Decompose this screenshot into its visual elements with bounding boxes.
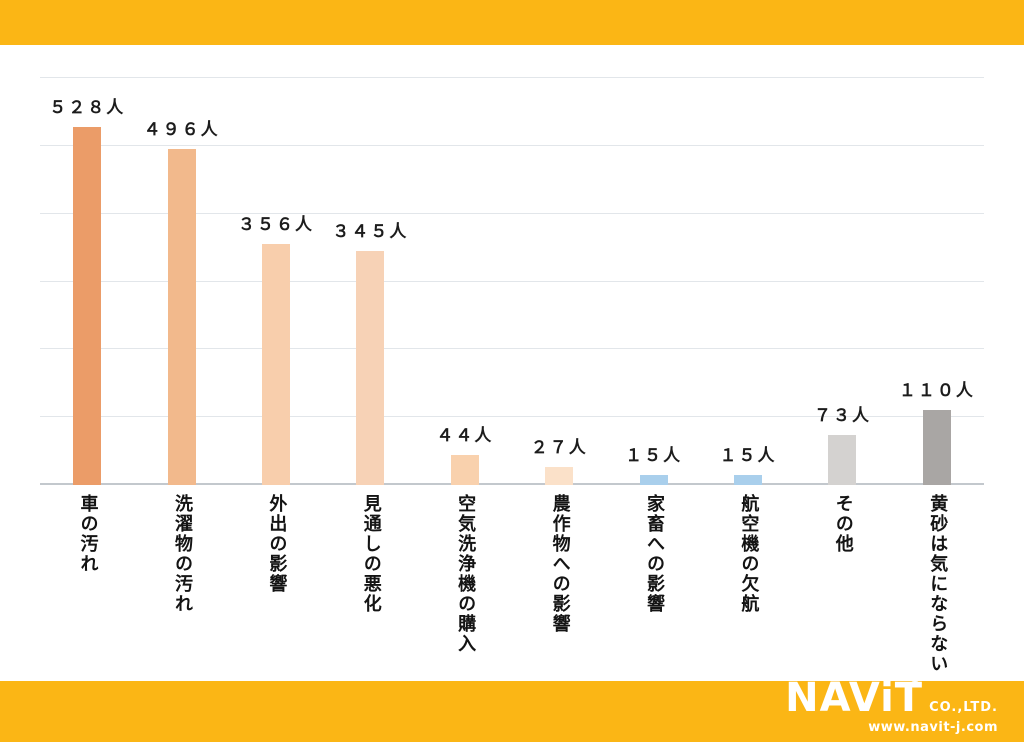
category-cell: 黄砂は気にならない xyxy=(890,494,984,674)
bar xyxy=(73,126,102,485)
category-cell: 航空機の欠航 xyxy=(701,494,795,674)
bar-column: ２７人 xyxy=(512,78,606,485)
gridline xyxy=(40,212,984,214)
bar-category-label: その他 xyxy=(832,494,854,554)
logo-website: www.navit-j.com xyxy=(868,720,998,735)
bar xyxy=(734,474,763,485)
bar xyxy=(262,243,291,485)
bar xyxy=(545,466,574,485)
bar-column: ５２８人 xyxy=(40,78,134,485)
logo-suffix: CO.,LTD. xyxy=(929,700,998,715)
bar xyxy=(167,148,196,485)
gridline xyxy=(40,77,984,78)
gridline xyxy=(40,416,984,418)
category-cell: 外出の影響 xyxy=(229,494,323,674)
logo-text: NAViT xyxy=(785,675,924,721)
bar xyxy=(450,455,479,485)
bar-value-label: ４９６人 xyxy=(143,119,220,140)
bar-value-label: ３５６人 xyxy=(238,214,315,235)
bar xyxy=(828,435,857,485)
bar-category-label: 車の汚れ xyxy=(77,494,99,574)
bars-row: ５２８人 ４９６人 ３５６人 ３４５人 ４４人 ２７人 １５人 １５人 ７３人 １１０人 xyxy=(40,78,984,485)
bar-value-label: ３４５人 xyxy=(332,221,409,242)
bar-category-label: 農作物への影響 xyxy=(549,494,571,634)
bar-category-label: 洗濯物の汚れ xyxy=(171,494,193,614)
bar-column: ３５６人 xyxy=(229,78,323,485)
bar-category-label: 空気洗浄機の購入 xyxy=(455,494,477,654)
bottom-banner: NAViT CO.,LTD. www.navit-j.com xyxy=(0,661,1024,742)
bar-value-label: １５人 xyxy=(719,445,777,466)
bar-value-label: １５人 xyxy=(625,445,683,466)
navit-logo: NAViT CO.,LTD. www.navit-j.com xyxy=(785,661,998,735)
bar-category-label: 家畜への影響 xyxy=(643,494,665,614)
category-cell: 空気洗浄機の購入 xyxy=(418,494,512,674)
gridlines xyxy=(40,77,984,485)
categories-row: 車の汚れ 洗濯物の汚れ 外出の影響 見通しの悪化 空気洗浄機の購入 農作物への影響 家畜への… xyxy=(40,494,984,674)
bar-value-label: ４４人 xyxy=(436,426,494,447)
bar xyxy=(639,474,668,485)
bar xyxy=(356,250,385,485)
plot-area: ５２８人 ４９６人 ３５６人 ３４５人 ４４人 ２７人 １５人 １５人 ７３人 １１０人 xyxy=(40,77,984,485)
gridline xyxy=(40,348,984,350)
bar-value-label: ５２８人 xyxy=(49,97,126,118)
bar-column: ４９６人 xyxy=(134,78,228,485)
top-banner xyxy=(0,0,1024,45)
category-cell: 農作物への影響 xyxy=(512,494,606,674)
category-cell: 洗濯物の汚れ xyxy=(134,494,228,674)
bar-category-label: 外出の影響 xyxy=(266,494,288,594)
bar-category-label: 見通しの悪化 xyxy=(360,494,382,614)
bar-value-label: ７３人 xyxy=(813,406,871,427)
gridline xyxy=(40,144,984,146)
bar-category-label: 黄砂は気にならない xyxy=(927,494,949,674)
bar-category-label: 航空機の欠航 xyxy=(738,494,760,614)
navit-mascot-icon xyxy=(906,661,924,685)
bar-value-label: １１０人 xyxy=(898,381,975,402)
category-cell: 見通しの悪化 xyxy=(323,494,417,674)
bar-column: ３４５人 xyxy=(323,78,417,485)
category-cell: 家畜への影響 xyxy=(606,494,700,674)
bar xyxy=(922,410,951,485)
bar-column: １５人 xyxy=(701,78,795,485)
category-cell: その他 xyxy=(795,494,889,674)
bar-column: １５人 xyxy=(606,78,700,485)
bar-column: １１０人 xyxy=(890,78,984,485)
bar-column: ４４人 xyxy=(418,78,512,485)
gridline xyxy=(40,280,984,282)
bar-value-label: ２７人 xyxy=(530,437,588,458)
category-cell: 車の汚れ xyxy=(40,494,134,674)
x-axis-baseline xyxy=(40,483,984,485)
bar-column: ７３人 xyxy=(795,78,889,485)
